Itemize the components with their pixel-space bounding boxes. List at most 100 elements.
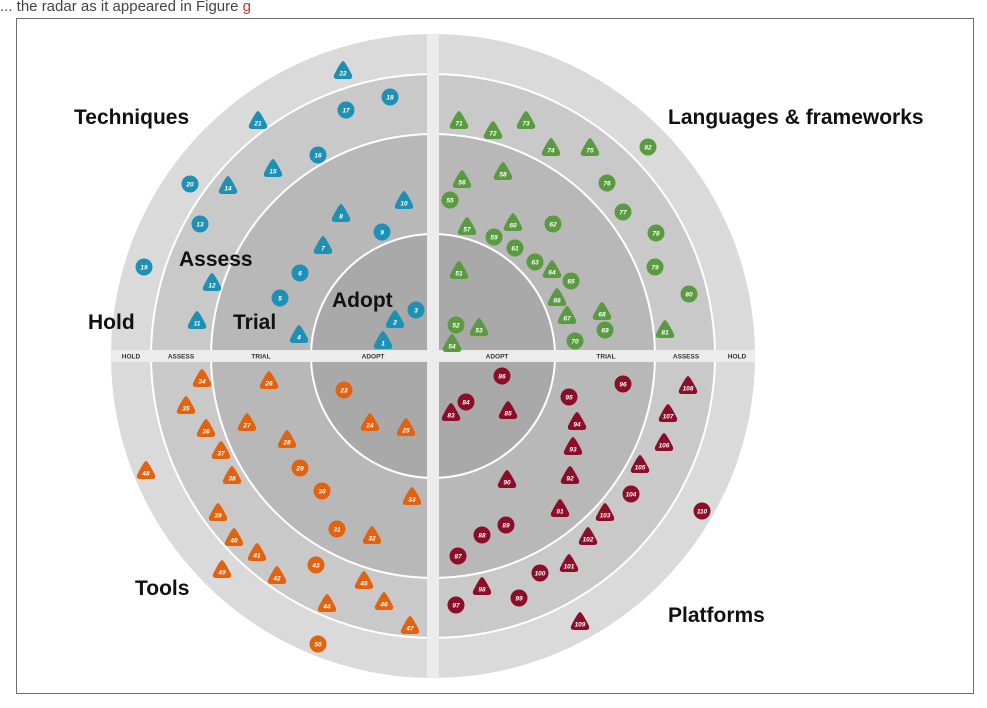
blip-10[interactable]: 10 <box>394 191 414 209</box>
blip-55[interactable]: 55 <box>441 191 459 209</box>
blip-51[interactable]: 51 <box>449 261 469 279</box>
blip-21[interactable]: 21 <box>248 111 268 129</box>
blip-13[interactable]: 13 <box>191 215 209 233</box>
blip-14[interactable]: 14 <box>218 176 238 194</box>
blip-3[interactable]: 3 <box>407 301 425 319</box>
blip-106[interactable]: 106 <box>654 433 674 451</box>
blip-28[interactable]: 28 <box>277 430 297 448</box>
blip-52[interactable]: 52 <box>447 316 465 334</box>
blip-6[interactable]: 6 <box>291 264 309 282</box>
blip-54[interactable]: 54 <box>442 334 462 352</box>
blip-46[interactable]: 46 <box>374 592 394 610</box>
blip-26[interactable]: 26 <box>259 371 279 389</box>
blip-31[interactable]: 31 <box>328 520 346 538</box>
blip-96[interactable]: 96 <box>614 375 632 393</box>
blip-103[interactable]: 103 <box>595 503 615 521</box>
blip-62[interactable]: 62 <box>544 215 562 233</box>
blip-76[interactable]: 76 <box>598 174 616 192</box>
blip-109[interactable]: 109 <box>570 612 590 630</box>
blip-22[interactable]: 22 <box>333 61 353 79</box>
blip-60[interactable]: 60 <box>503 213 523 231</box>
blip-15[interactable]: 15 <box>263 159 283 177</box>
blip-8[interactable]: 8 <box>331 204 351 222</box>
blip-71[interactable]: 71 <box>449 111 469 129</box>
blip-36[interactable]: 36 <box>196 419 216 437</box>
blip-1[interactable]: 1 <box>373 331 393 349</box>
blip-80[interactable]: 80 <box>680 285 698 303</box>
blip-12[interactable]: 12 <box>202 273 222 291</box>
blip-48[interactable]: 48 <box>136 461 156 479</box>
blip-108[interactable]: 108 <box>678 376 698 394</box>
blip-93[interactable]: 93 <box>563 437 583 455</box>
blip-49[interactable]: 49 <box>212 560 232 578</box>
blip-17[interactable]: 17 <box>337 101 355 119</box>
blip-37[interactable]: 37 <box>211 441 231 459</box>
blip-29[interactable]: 29 <box>291 459 309 477</box>
blip-33[interactable]: 33 <box>402 487 422 505</box>
blip-47[interactable]: 47 <box>400 616 420 634</box>
blip-78[interactable]: 78 <box>647 224 665 242</box>
blip-97[interactable]: 97 <box>447 596 465 614</box>
blip-18[interactable]: 18 <box>381 88 399 106</box>
blip-84[interactable]: 84 <box>457 393 475 411</box>
blip-104[interactable]: 104 <box>622 485 640 503</box>
blip-79[interactable]: 79 <box>646 258 664 276</box>
blip-85[interactable]: 85 <box>498 401 518 419</box>
blip-7[interactable]: 7 <box>313 236 333 254</box>
blip-83[interactable]: 83 <box>441 403 461 421</box>
blip-40[interactable]: 40 <box>224 528 244 546</box>
blip-73[interactable]: 73 <box>516 111 536 129</box>
blip-74[interactable]: 74 <box>541 138 561 156</box>
blip-90[interactable]: 90 <box>497 470 517 488</box>
blip-99[interactable]: 99 <box>510 589 528 607</box>
blip-89[interactable]: 89 <box>497 516 515 534</box>
blip-43[interactable]: 43 <box>307 556 325 574</box>
blip-20[interactable]: 20 <box>181 175 199 193</box>
blip-4[interactable]: 4 <box>289 325 309 343</box>
blip-68[interactable]: 68 <box>592 302 612 320</box>
blip-23[interactable]: 23 <box>335 381 353 399</box>
blip-91[interactable]: 91 <box>550 499 570 517</box>
blip-75[interactable]: 75 <box>580 138 600 156</box>
blip-2[interactable]: 2 <box>385 310 405 328</box>
blip-98[interactable]: 98 <box>472 577 492 595</box>
blip-56[interactable]: 56 <box>452 170 472 188</box>
caption-link[interactable]: g <box>242 0 251 15</box>
blip-53[interactable]: 53 <box>469 318 489 336</box>
blip-58[interactable]: 58 <box>493 162 513 180</box>
blip-61[interactable]: 61 <box>506 239 524 257</box>
blip-24[interactable]: 24 <box>360 413 380 431</box>
blip-35[interactable]: 35 <box>176 396 196 414</box>
blip-34[interactable]: 34 <box>192 369 212 387</box>
blip-87[interactable]: 87 <box>449 547 467 565</box>
blip-63[interactable]: 63 <box>526 253 544 271</box>
blip-64[interactable]: 64 <box>542 260 562 278</box>
blip-88[interactable]: 88 <box>473 526 491 544</box>
blip-50[interactable]: 50 <box>309 635 327 653</box>
blip-100[interactable]: 100 <box>531 564 549 582</box>
blip-77[interactable]: 77 <box>614 203 632 221</box>
blip-9[interactable]: 9 <box>373 223 391 241</box>
blip-69[interactable]: 69 <box>596 321 614 339</box>
blip-25[interactable]: 25 <box>396 418 416 436</box>
blip-110[interactable]: 110 <box>693 502 711 520</box>
blip-45[interactable]: 45 <box>354 571 374 589</box>
blip-81[interactable]: 81 <box>655 320 675 338</box>
blip-19[interactable]: 19 <box>135 258 153 276</box>
blip-32[interactable]: 32 <box>362 526 382 544</box>
blip-38[interactable]: 38 <box>222 466 242 484</box>
blip-72[interactable]: 72 <box>483 121 503 139</box>
blip-95[interactable]: 95 <box>560 388 578 406</box>
blip-16[interactable]: 16 <box>309 146 327 164</box>
blip-107[interactable]: 107 <box>658 404 678 422</box>
blip-27[interactable]: 27 <box>237 413 257 431</box>
blip-67[interactable]: 67 <box>557 306 577 324</box>
blip-102[interactable]: 102 <box>578 527 598 545</box>
blip-39[interactable]: 39 <box>208 503 228 521</box>
blip-65[interactable]: 65 <box>562 272 580 290</box>
blip-41[interactable]: 41 <box>247 543 267 561</box>
blip-59[interactable]: 59 <box>485 228 503 246</box>
blip-101[interactable]: 101 <box>559 554 579 572</box>
blip-42[interactable]: 42 <box>267 566 287 584</box>
blip-82[interactable]: 82 <box>639 138 657 156</box>
